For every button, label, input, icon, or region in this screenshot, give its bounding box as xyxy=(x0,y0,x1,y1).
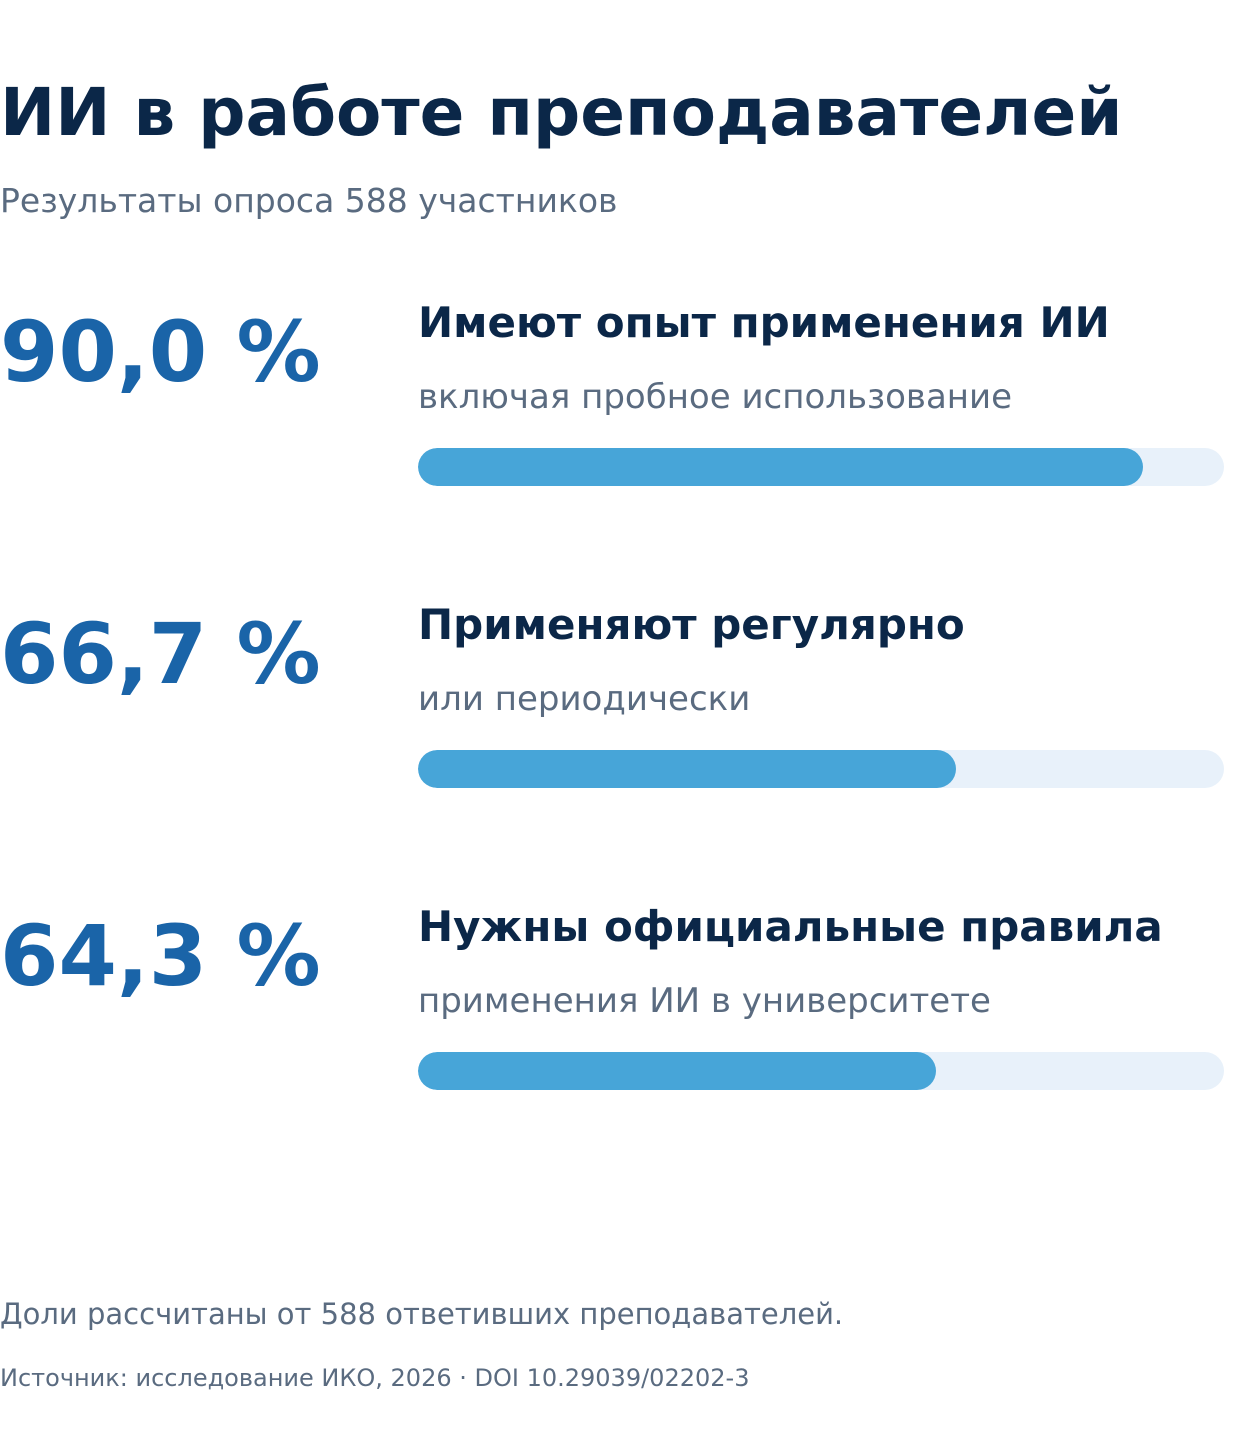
stat-label: Имеют опыт применения ИИ xyxy=(418,298,1110,347)
page-subtitle: Результаты опроса 588 участников xyxy=(0,181,618,220)
footer-note: Доли рассчитаны от 588 ответивших препод… xyxy=(0,1297,844,1331)
progress-fill xyxy=(418,750,956,788)
progress-track xyxy=(418,1052,1224,1090)
progress-track xyxy=(418,750,1224,788)
stat-value: 64,3 % xyxy=(0,907,321,1005)
stat-sublabel: применения ИИ в университете xyxy=(418,981,991,1021)
stat-value: 90,0 % xyxy=(0,303,321,401)
progress-fill xyxy=(418,1052,937,1090)
stat-row-experience: 90,0 % Имеют опыт применения ИИ включая … xyxy=(0,302,1240,530)
stat-label: Нужны официальные правила xyxy=(418,902,1163,951)
stat-row-official-rules: 64,3 % Нужны официальные правила примене… xyxy=(0,906,1240,1134)
stat-value: 66,7 % xyxy=(0,605,321,703)
stat-sublabel: или периодически xyxy=(418,679,751,719)
stat-label: Применяют регулярно xyxy=(418,600,965,649)
progress-track xyxy=(418,448,1224,486)
page-title: ИИ в работе преподавателей xyxy=(0,74,1123,151)
progress-fill xyxy=(418,448,1144,486)
stat-row-regular-use: 66,7 % Применяют регулярно или периодиче… xyxy=(0,604,1240,832)
stat-sublabel: включая пробное использование xyxy=(418,377,1013,417)
footer-source: Источник: исследование ИКО, 2026 · DOI 1… xyxy=(0,1364,750,1392)
